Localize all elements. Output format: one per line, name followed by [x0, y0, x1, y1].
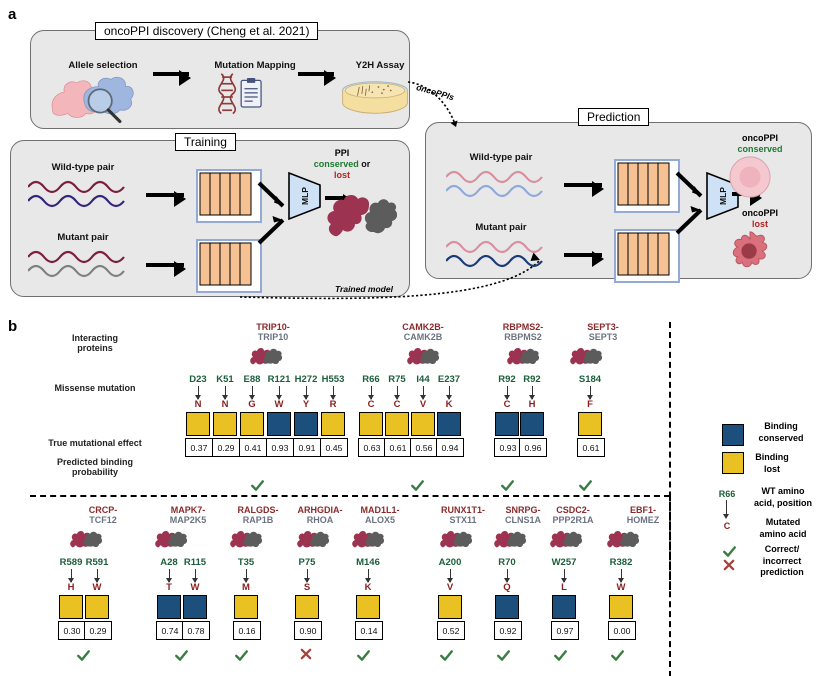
svg-text:MLP: MLP [300, 187, 310, 205]
svg-text:Trained model: Trained model [335, 284, 394, 294]
